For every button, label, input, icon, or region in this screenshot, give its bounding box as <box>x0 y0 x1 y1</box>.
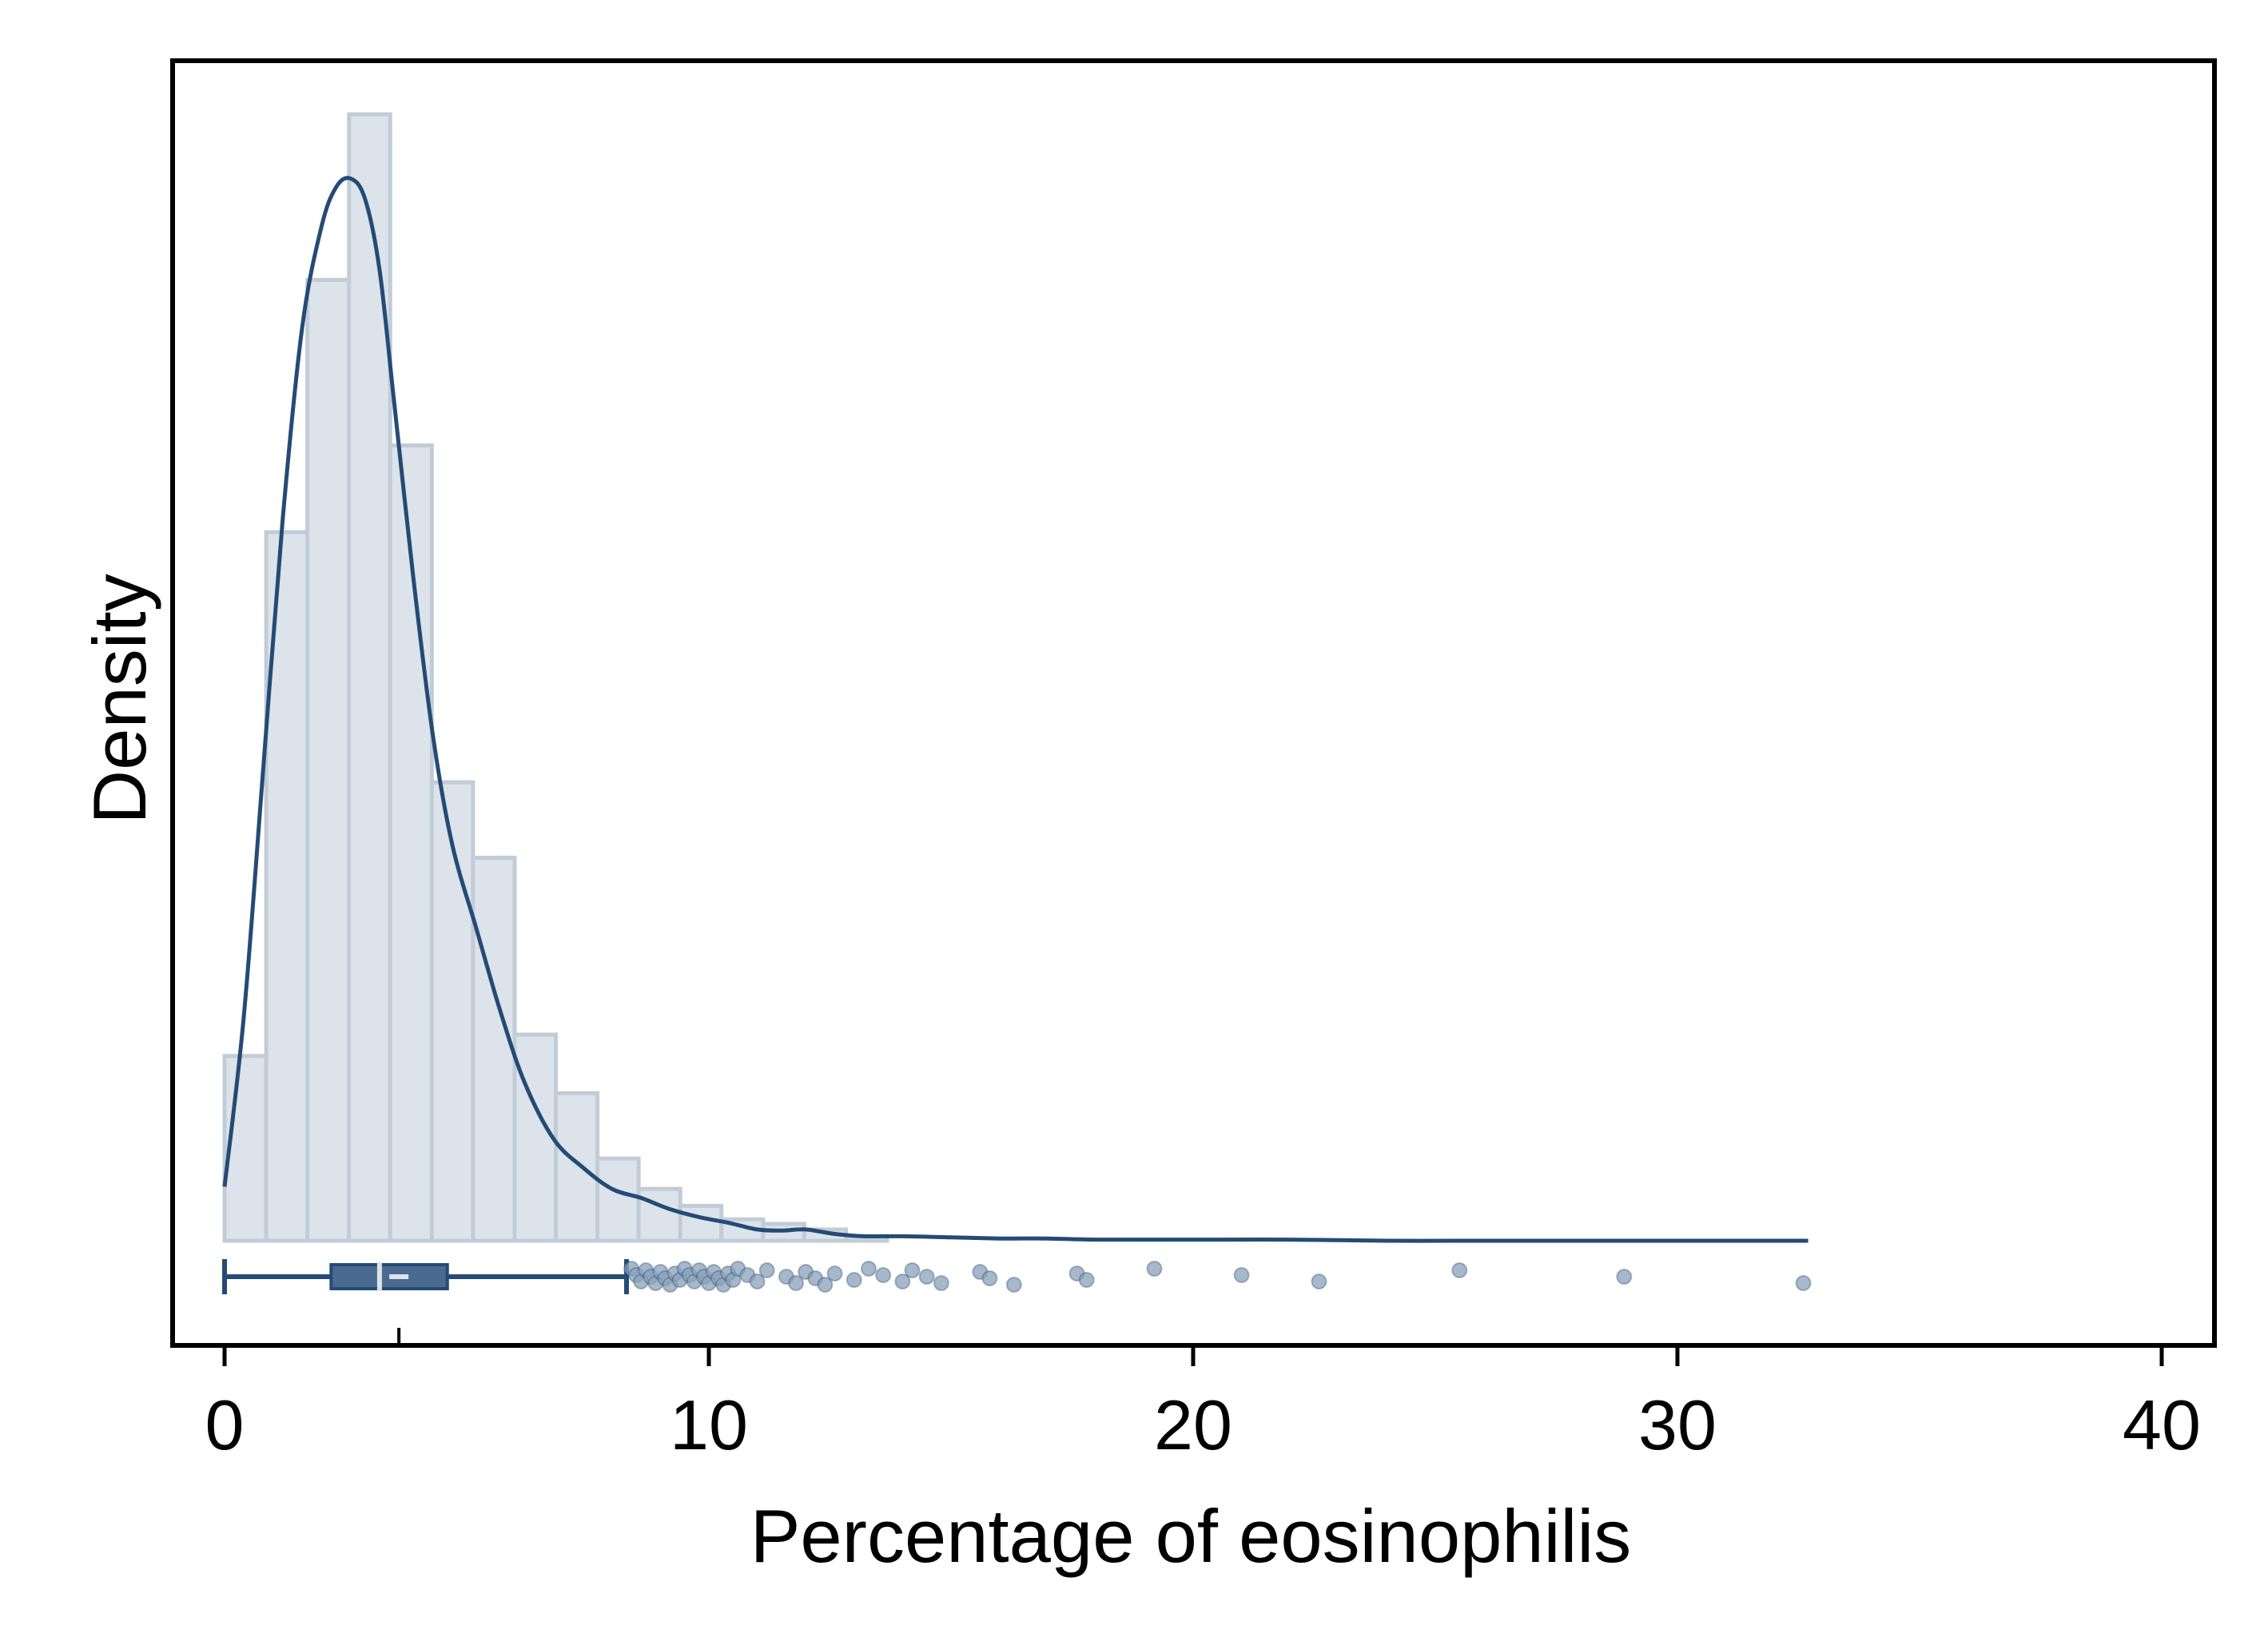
density-curve <box>222 176 1808 1243</box>
boxplot-outlier-point <box>1311 1274 1327 1289</box>
boxplot-outlier-point <box>981 1270 998 1286</box>
histogram-bar <box>347 112 392 1243</box>
histogram-bar <box>222 1054 269 1243</box>
x-tick-label: 10 <box>670 1385 748 1464</box>
histogram-bar <box>512 1032 559 1243</box>
boxplot-outlier-point <box>817 1277 834 1293</box>
histogram-bar <box>388 443 434 1243</box>
boxplot-outlier-point <box>758 1262 775 1278</box>
boxplot-outlier-point <box>749 1274 766 1289</box>
histogram-bar <box>264 530 310 1243</box>
density-curve-layer <box>222 176 1808 1243</box>
histogram-bar <box>678 1203 724 1243</box>
boxplot-outlier-point <box>1146 1261 1163 1277</box>
x-tick-label: 20 <box>1154 1385 1232 1464</box>
boxplot-outlier-point <box>826 1266 843 1281</box>
boxplot-outlier-point <box>788 1275 805 1291</box>
histogram-bar <box>429 780 475 1243</box>
boxplot-box <box>329 1263 449 1290</box>
boxplot-outlier-point <box>904 1262 921 1278</box>
boxplot-outlier-point <box>918 1269 935 1285</box>
boxplot-outlier-point <box>1795 1275 1812 1291</box>
boxplot-outlier-point <box>1616 1269 1633 1285</box>
boxplot-outlier-point <box>846 1272 862 1288</box>
histogram-bar <box>595 1156 641 1243</box>
histogram-bar <box>554 1091 600 1243</box>
x-tick-label: 0 <box>205 1385 245 1464</box>
x-tick-label: 40 <box>2123 1385 2201 1464</box>
histogram-layer <box>222 112 889 1243</box>
x-axis-title: Percentage of eosinophilis <box>750 1494 1632 1578</box>
histogram-bar <box>636 1186 682 1243</box>
boxplot-outlier-point <box>1451 1262 1468 1278</box>
boxplot-outlier-point <box>1005 1277 1022 1293</box>
boxplot-outlier-point <box>875 1267 892 1283</box>
x-tick-label: 30 <box>1638 1385 1717 1464</box>
y-axis-title: Density <box>78 574 161 824</box>
boxplot-outlier-point <box>860 1261 877 1277</box>
boxplot-outlier-point <box>933 1275 949 1291</box>
boxplot-outlier-point <box>1078 1272 1095 1288</box>
boxplot-outlier-point <box>894 1274 911 1289</box>
histogram-bar <box>471 856 517 1243</box>
x-axis-ticks: 0 10 20 30 40 <box>205 1328 2201 1464</box>
histogram-bar <box>305 277 352 1243</box>
boxplot-layer <box>222 1259 1812 1294</box>
boxplot-outlier-point <box>1233 1267 1250 1283</box>
